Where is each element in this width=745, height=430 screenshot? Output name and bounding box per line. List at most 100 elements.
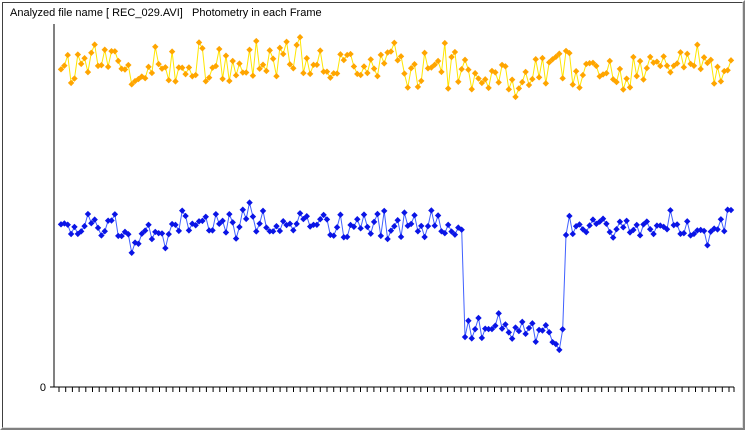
series-lower-point: [707, 228, 714, 235]
series-lower-point: [586, 222, 593, 229]
series-upper-point: [461, 56, 469, 64]
series-upper-point: [283, 38, 290, 45]
series-upper-point: [593, 62, 600, 70]
series-lower-point: [57, 221, 65, 228]
series-lower-point: [721, 227, 728, 235]
series-upper-point: [229, 57, 236, 65]
series-upper-point: [327, 74, 334, 81]
series-upper-point: [128, 81, 135, 88]
series-lower-point: [391, 223, 398, 230]
series-upper-point: [700, 54, 708, 61]
series-lower-point: [704, 242, 711, 249]
series-lower-point: [515, 327, 523, 335]
series-lower-point: [539, 327, 546, 334]
y-tick-label-0: 0: [40, 382, 46, 394]
series-lower-point: [296, 210, 304, 217]
series-upper-point: [673, 60, 681, 67]
series-upper-point: [98, 62, 105, 69]
series-lower-point: [485, 325, 492, 333]
series-lower-point: [512, 324, 519, 331]
series-upper-point: [623, 75, 630, 82]
series-upper-point: [202, 78, 209, 85]
series-upper-point: [209, 64, 216, 71]
series-lower-point: [303, 213, 310, 220]
series-lower-point: [317, 216, 324, 223]
series-upper-point: [313, 61, 321, 69]
series-lower-point: [394, 217, 401, 224]
series-upper-point: [205, 74, 213, 81]
series-upper-point: [367, 56, 374, 63]
series-lower-point: [411, 212, 418, 219]
series-lower-point: [205, 227, 213, 234]
series-lower-point: [646, 226, 654, 233]
series-upper-point: [226, 77, 233, 85]
series-upper-point: [569, 81, 576, 88]
series-lower-point: [290, 227, 297, 234]
series-upper-point: [115, 57, 122, 65]
series-upper-point: [680, 64, 688, 71]
series-upper-point: [556, 50, 563, 57]
series-lower-point: [717, 216, 725, 223]
series-upper-point: [535, 74, 543, 81]
series-lower-point: [71, 223, 78, 231]
series-lower-point: [529, 320, 536, 327]
series-lower-point: [727, 206, 735, 214]
series-upper-point: [653, 58, 661, 65]
series-upper-point: [354, 70, 361, 78]
series-upper-point: [485, 84, 492, 92]
series-lower-point: [407, 220, 415, 228]
series-lower-point: [229, 219, 236, 226]
series-upper-point: [125, 61, 132, 69]
series-lower: [57, 199, 735, 354]
series-lower-point: [441, 229, 449, 237]
series-lower-point: [620, 224, 627, 231]
series-upper-point: [559, 75, 566, 82]
series-lower-point: [185, 227, 193, 234]
series-upper-point: [155, 60, 162, 68]
series-lower-point: [162, 244, 169, 252]
series-lower-point: [118, 232, 125, 240]
series-upper-point: [94, 62, 102, 70]
series-lower-point: [508, 335, 516, 342]
series-lower-point: [559, 326, 566, 333]
series-upper-point: [387, 48, 395, 55]
series-lower-point: [259, 207, 267, 215]
series-upper-point: [266, 47, 273, 54]
series-upper-point: [78, 60, 85, 68]
series-lower-point: [219, 217, 226, 225]
series-lower-point: [434, 212, 442, 219]
series-upper-point: [724, 67, 731, 74]
series-upper-point: [626, 84, 634, 91]
series-upper-point: [468, 86, 475, 93]
series-lower-point: [498, 325, 506, 332]
series-upper-point: [721, 67, 728, 75]
series-upper-point: [441, 39, 449, 47]
series-upper-point: [397, 53, 405, 60]
series-lower-point: [168, 220, 176, 228]
series-upper-point: [677, 49, 684, 56]
series-lower-point: [370, 218, 378, 226]
series-lower-point: [263, 224, 270, 231]
series-upper-point: [212, 62, 220, 70]
series-upper-point: [603, 70, 610, 77]
series-upper-point: [418, 77, 425, 85]
series-upper-point: [411, 61, 418, 68]
series-upper-point: [216, 45, 223, 53]
series-lower-point: [700, 227, 708, 235]
series-upper-point: [643, 64, 651, 72]
series-upper-point: [529, 75, 536, 83]
series-upper-point: [111, 48, 119, 55]
series-upper-point: [391, 39, 398, 47]
series-upper-point: [616, 65, 624, 73]
series-upper-point: [704, 59, 711, 67]
series-lower-point: [428, 207, 435, 214]
series-upper-point: [458, 65, 465, 73]
series-lower-point: [549, 338, 556, 346]
series-upper-point: [471, 70, 479, 77]
series-lower-point: [475, 314, 482, 322]
series-lower-point: [175, 227, 183, 235]
series-lower-point: [444, 221, 452, 229]
series-lower-point: [465, 317, 472, 324]
series-lower-point: [84, 210, 92, 218]
series-lower-point: [583, 228, 590, 236]
